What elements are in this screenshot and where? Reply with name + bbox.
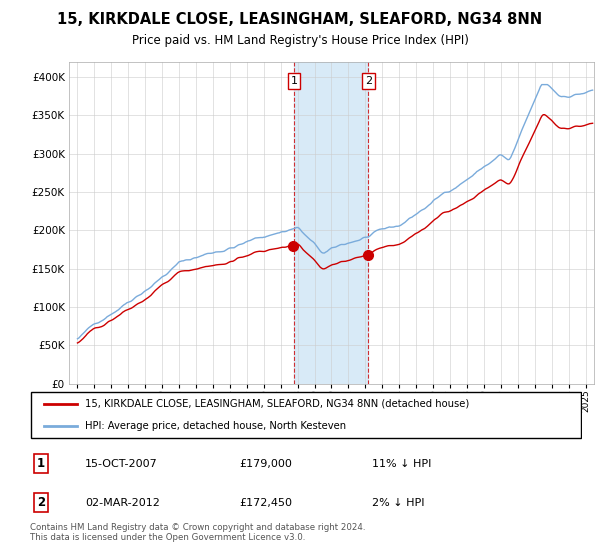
Text: 15, KIRKDALE CLOSE, LEASINGHAM, SLEAFORD, NG34 8NN: 15, KIRKDALE CLOSE, LEASINGHAM, SLEAFORD…: [58, 12, 542, 27]
Text: 02-MAR-2012: 02-MAR-2012: [85, 498, 160, 508]
Text: 2: 2: [37, 496, 45, 510]
Text: £172,450: £172,450: [240, 498, 293, 508]
Text: 2% ↓ HPI: 2% ↓ HPI: [372, 498, 425, 508]
Text: Price paid vs. HM Land Registry's House Price Index (HPI): Price paid vs. HM Land Registry's House …: [131, 34, 469, 47]
Text: 15-OCT-2007: 15-OCT-2007: [85, 459, 158, 469]
Text: 1: 1: [37, 457, 45, 470]
Text: £179,000: £179,000: [240, 459, 293, 469]
Text: Contains HM Land Registry data © Crown copyright and database right 2024.
This d: Contains HM Land Registry data © Crown c…: [30, 523, 365, 542]
Text: 11% ↓ HPI: 11% ↓ HPI: [372, 459, 431, 469]
Text: 15, KIRKDALE CLOSE, LEASINGHAM, SLEAFORD, NG34 8NN (detached house): 15, KIRKDALE CLOSE, LEASINGHAM, SLEAFORD…: [85, 399, 469, 409]
Text: HPI: Average price, detached house, North Kesteven: HPI: Average price, detached house, Nort…: [85, 421, 346, 431]
Text: 2: 2: [365, 76, 372, 86]
Bar: [294, 62, 368, 384]
Text: 1: 1: [290, 76, 298, 86]
